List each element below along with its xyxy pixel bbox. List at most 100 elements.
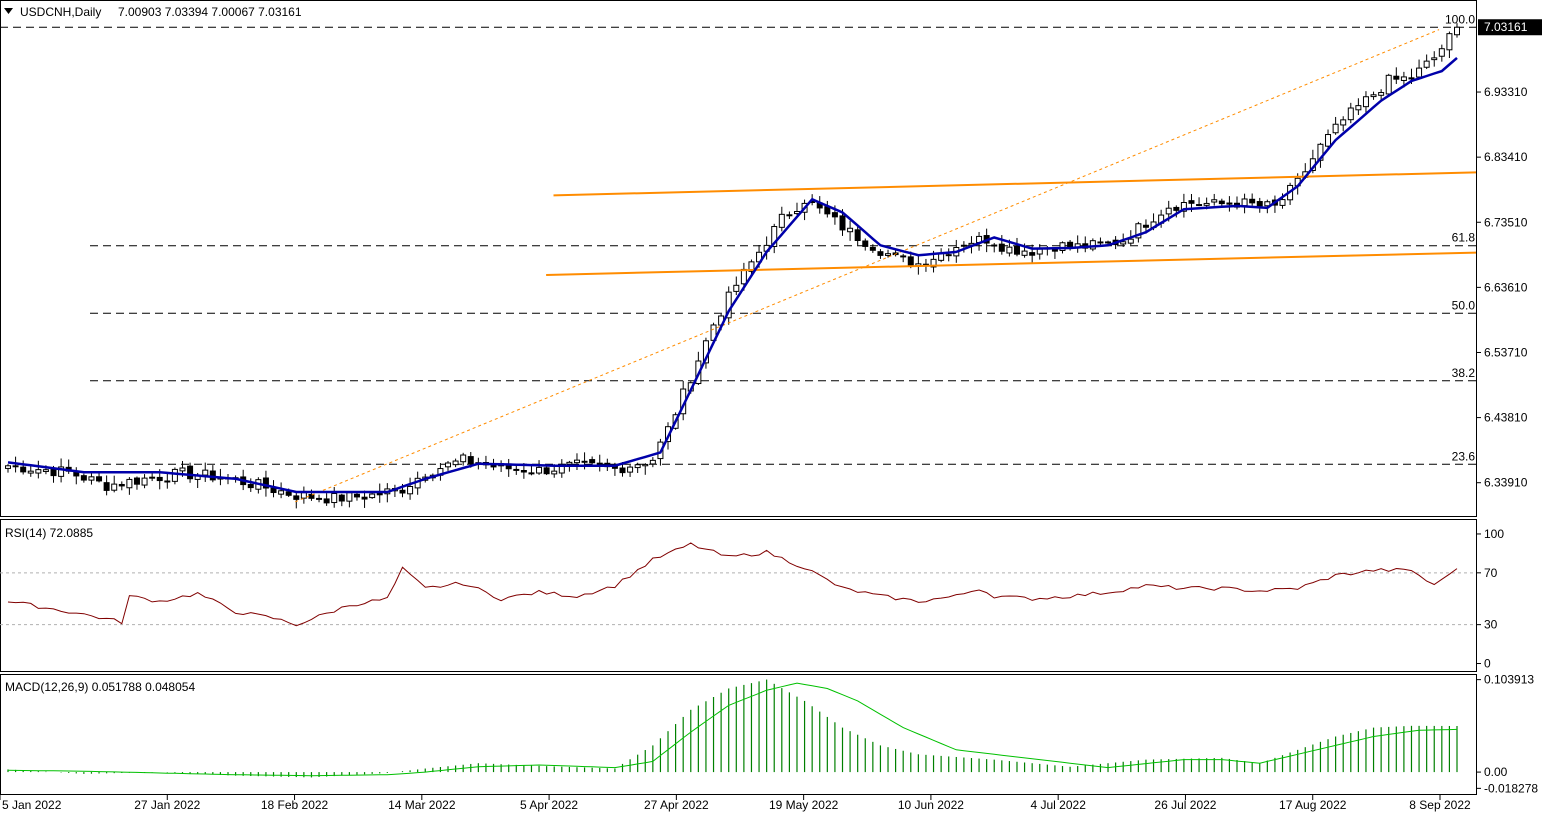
candle[interactable] (247, 483, 254, 489)
candle[interactable] (156, 476, 163, 482)
candle[interactable] (649, 459, 656, 465)
rsi-line[interactable] (7, 542, 1458, 627)
candle[interactable] (1203, 202, 1210, 206)
candle[interactable] (945, 254, 952, 257)
candle[interactable] (847, 227, 854, 233)
candle[interactable] (854, 229, 861, 241)
candle[interactable] (627, 466, 634, 473)
candle[interactable] (543, 467, 550, 475)
candle[interactable] (1393, 75, 1400, 80)
candle[interactable] (1142, 224, 1149, 228)
candle[interactable] (528, 472, 535, 475)
candle[interactable] (960, 244, 967, 247)
candle[interactable] (35, 469, 42, 474)
candle[interactable] (300, 492, 307, 499)
candle[interactable] (778, 213, 785, 228)
candle[interactable] (1120, 241, 1127, 245)
candle[interactable] (42, 469, 49, 472)
candle[interactable] (460, 454, 467, 463)
candle[interactable] (991, 244, 998, 247)
candle[interactable] (520, 470, 527, 473)
candle[interactable] (1431, 57, 1438, 61)
triangle-down-icon[interactable] (4, 8, 13, 14)
candle[interactable] (58, 466, 65, 477)
macd-signal-line[interactable] (7, 682, 1458, 777)
candle[interactable] (642, 463, 649, 467)
candle[interactable] (202, 469, 209, 476)
candle[interactable] (50, 468, 57, 477)
candle[interactable] (141, 477, 148, 486)
candle[interactable] (551, 470, 558, 475)
candle[interactable] (748, 261, 755, 272)
trend-line[interactable] (295, 29, 1440, 503)
candle[interactable] (619, 467, 626, 474)
candle[interactable] (1408, 77, 1415, 80)
candle[interactable] (1013, 246, 1020, 255)
candle[interactable] (1165, 207, 1172, 215)
candle[interactable] (786, 214, 793, 217)
candle[interactable] (869, 246, 876, 251)
candle[interactable] (930, 258, 937, 268)
candle[interactable] (1264, 201, 1271, 207)
candle[interactable] (877, 251, 884, 256)
candle[interactable] (1347, 107, 1354, 121)
candle[interactable] (1325, 134, 1332, 147)
candle[interactable] (1067, 241, 1074, 248)
candle[interactable] (536, 466, 543, 474)
candle[interactable] (5, 465, 11, 469)
candle[interactable] (285, 491, 292, 496)
moving-average-line[interactable] (7, 56, 1458, 494)
candle[interactable] (1378, 92, 1385, 96)
candle[interactable] (323, 498, 330, 504)
candle[interactable] (209, 470, 216, 481)
candle[interactable] (907, 256, 914, 267)
candle[interactable] (369, 493, 376, 499)
candle[interactable] (1226, 202, 1233, 205)
candle[interactable] (164, 480, 171, 483)
candle[interactable] (111, 483, 118, 491)
candle[interactable] (445, 462, 452, 468)
candle[interactable] (581, 460, 588, 463)
candle[interactable] (346, 492, 353, 502)
candle[interactable] (353, 493, 360, 498)
candle[interactable] (118, 483, 125, 487)
candle[interactable] (1249, 198, 1256, 204)
candle[interactable] (12, 465, 19, 468)
candle[interactable] (1097, 241, 1104, 244)
candle[interactable] (771, 226, 778, 247)
candle[interactable] (262, 477, 269, 489)
candle[interactable] (270, 487, 277, 494)
candle[interactable] (1127, 238, 1134, 244)
candle[interactable] (839, 215, 846, 231)
candle[interactable] (1370, 94, 1377, 98)
candle[interactable] (1454, 26, 1460, 36)
candle[interactable] (1241, 198, 1248, 207)
candle[interactable] (1029, 252, 1036, 256)
candle[interactable] (308, 493, 315, 499)
candle[interactable] (467, 456, 474, 465)
macd-pane[interactable] (0, 674, 1477, 795)
candle[interactable] (900, 255, 907, 258)
candle[interactable] (513, 468, 520, 471)
candle[interactable] (1036, 248, 1043, 255)
channel-lower-line[interactable] (546, 251, 1477, 276)
candle[interactable] (1332, 123, 1339, 134)
candle[interactable] (171, 468, 178, 482)
channel-upper-line[interactable] (553, 171, 1477, 197)
candle[interactable] (133, 477, 140, 485)
candle[interactable] (1438, 48, 1445, 57)
candle[interactable] (452, 460, 459, 466)
candle[interactable] (331, 493, 338, 504)
candle[interactable] (126, 478, 133, 489)
candle[interactable] (1051, 248, 1058, 252)
candle[interactable] (1211, 199, 1218, 203)
candle[interactable] (338, 494, 345, 502)
candle[interactable] (1446, 33, 1453, 51)
candle[interactable] (566, 461, 573, 465)
candle[interactable] (103, 482, 110, 491)
candle[interactable] (407, 485, 414, 495)
candle[interactable] (399, 489, 406, 494)
candle[interactable] (1135, 223, 1142, 239)
candle[interactable] (1400, 76, 1407, 81)
